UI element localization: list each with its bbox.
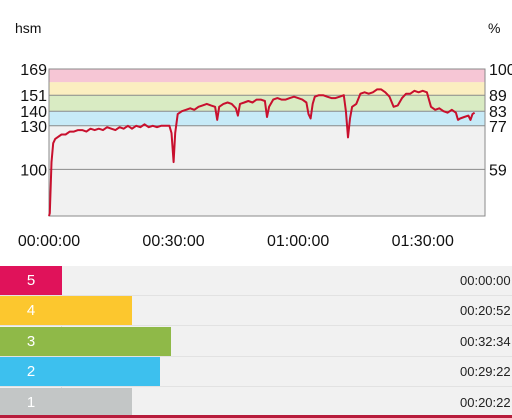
- y-tick-left-100: 100: [20, 162, 47, 179]
- row-separator: [0, 355, 512, 357]
- row-separator: [0, 386, 512, 388]
- zone-time: 00:32:34: [460, 333, 511, 349]
- y-tick-right-83: 83: [489, 104, 507, 121]
- zone-row-2: 2 00:29:22: [0, 357, 512, 388]
- y-tick-left-169: 169: [20, 62, 47, 79]
- y-tick-left-140: 140: [20, 104, 47, 121]
- zone-number: 5: [26, 272, 36, 289]
- zone-bar: [0, 387, 133, 417]
- y-tick-right-59: 59: [489, 162, 507, 179]
- x-tick-01:00:00: 01:00:00: [267, 233, 329, 250]
- zone-row-5: 5 00:00:00: [0, 266, 512, 296]
- zone-bar: [0, 296, 133, 326]
- zone-number: 2: [26, 363, 36, 381]
- zone-number: 4: [26, 302, 36, 320]
- y-tick-left-151: 151: [20, 88, 47, 105]
- zone-band-2: [49, 95, 485, 112]
- plot-frame: [48, 68, 486, 217]
- x-tick-00:30:00: 00:30:00: [142, 233, 204, 250]
- zone-time: 00:00:00: [460, 273, 511, 288]
- zone-band-4: [49, 69, 485, 83]
- y-tick-right-77: 77: [489, 119, 507, 136]
- zone-band-3: [49, 82, 485, 96]
- zone-row-1: 1 00:20:22: [0, 387, 512, 418]
- y-axis-unit-right: %: [488, 20, 501, 36]
- zone-time: 00:29:22: [460, 364, 511, 380]
- zone-time: 00:20:22: [460, 394, 511, 410]
- y-tick-right-100: 100: [489, 62, 512, 79]
- bottom-accent-bar: [0, 415, 512, 418]
- zone-row-3: 3 00:32:34: [0, 326, 512, 357]
- x-tick-01:30:00: 01:30:00: [392, 233, 454, 250]
- zone-number: 3: [26, 332, 36, 350]
- zone-summary-table: 5 00:00:00 4 00:20:52 3 00:32:34 2 00:29:22 1 00:…: [0, 266, 512, 418]
- zone-number: 1: [26, 393, 36, 411]
- zone-row-4: 4 00:20:52: [0, 296, 512, 327]
- zone-bar: [0, 266, 63, 295]
- zone-time: 00:20:52: [460, 303, 511, 319]
- x-tick-00:00:00: 00:00:00: [18, 233, 80, 250]
- zone-band-1: [49, 111, 485, 126]
- zone-bar: [0, 357, 161, 387]
- heart-rate-line: [48, 88, 476, 217]
- y-tick-left-130: 130: [20, 119, 47, 136]
- row-separator: [0, 295, 512, 296]
- y-tick-right-89: 89: [489, 88, 507, 105]
- y-axis-unit-left: hsm: [15, 20, 42, 36]
- zone-bar: [0, 326, 171, 356]
- row-separator: [0, 325, 512, 327]
